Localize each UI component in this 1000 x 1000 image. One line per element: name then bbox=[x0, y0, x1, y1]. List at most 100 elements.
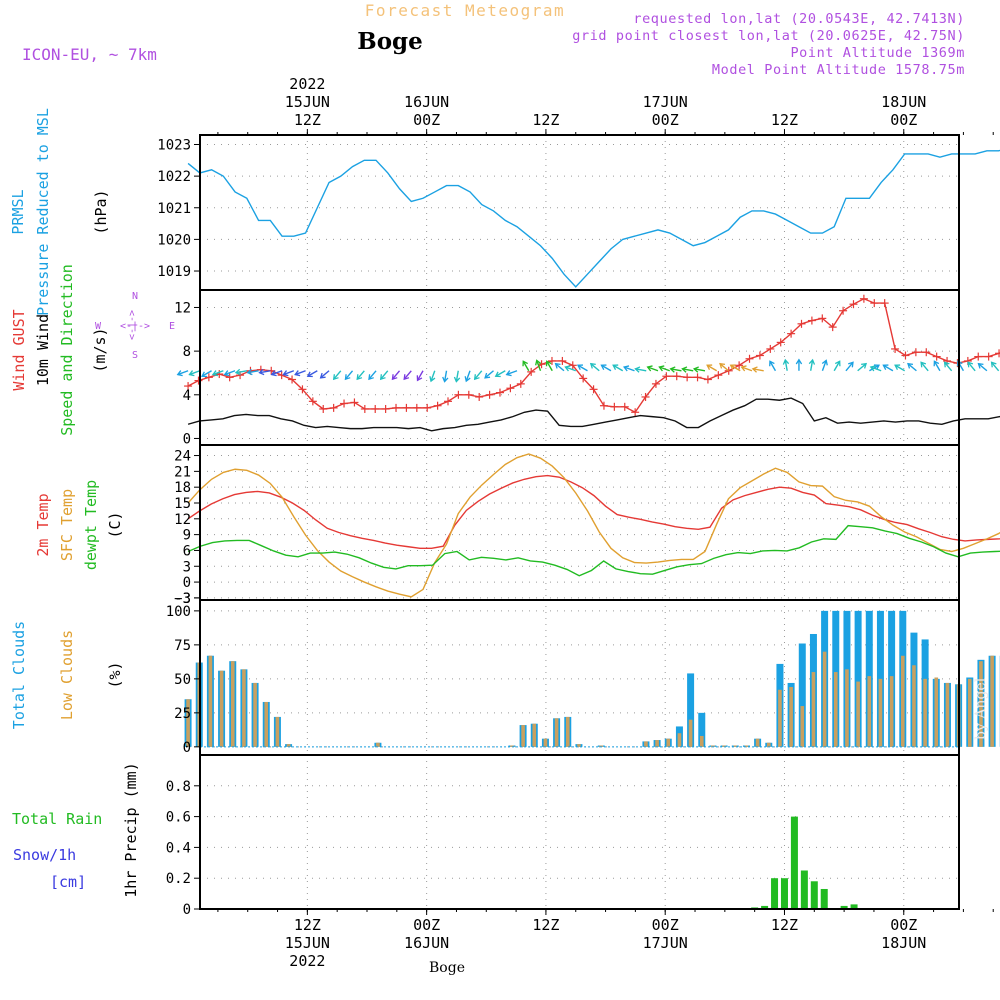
wind-direction-arrow bbox=[368, 370, 377, 380]
y-tick-label: 1023 bbox=[157, 137, 191, 153]
bar-low-clouds bbox=[990, 655, 994, 747]
y-tick-label: 100 bbox=[166, 604, 191, 620]
panel-label: (m/s) bbox=[91, 327, 109, 372]
bar-low-clouds bbox=[208, 655, 213, 747]
bar-low-clouds bbox=[699, 735, 704, 747]
rain-label: Total Rain bbox=[12, 810, 102, 828]
wind-direction-arrow bbox=[443, 370, 448, 382]
wind-direction-arrow bbox=[430, 370, 436, 382]
panel-label: (C) bbox=[106, 511, 124, 538]
wind-arrowhead bbox=[658, 365, 665, 372]
x-tick-label-top: 00Z bbox=[652, 111, 679, 129]
grid-lines bbox=[200, 135, 959, 910]
wind-direction-arrow bbox=[403, 370, 412, 380]
wind-direction-arrow bbox=[682, 368, 694, 372]
y-tick-label: 15 bbox=[174, 496, 191, 512]
bar-low-clouds bbox=[264, 701, 269, 747]
wind-direction-arrow bbox=[484, 370, 494, 379]
bar-low-clouds bbox=[945, 682, 950, 747]
bar-low-clouds bbox=[766, 742, 771, 747]
panel-frame-pressure bbox=[199, 134, 960, 291]
bar-low-clouds bbox=[532, 723, 537, 747]
wind-arrowhead bbox=[522, 360, 528, 367]
wind-direction-arrow bbox=[821, 360, 827, 372]
series-line-10m-wind bbox=[187, 397, 1000, 432]
grid-info-line: requested lon,lat (20.0543E, 42.7413N) bbox=[633, 11, 965, 27]
bar-low-clouds bbox=[242, 669, 246, 747]
wind-compass-icon: N S W E <-|-><-|-> bbox=[95, 291, 175, 361]
wind-arrowhead bbox=[990, 361, 997, 368]
wind-direction-arrow bbox=[259, 370, 271, 374]
compass-n: N bbox=[132, 291, 138, 302]
bar-low-clouds bbox=[833, 672, 838, 747]
wind-arrowhead bbox=[403, 374, 410, 381]
bar-low-clouds bbox=[789, 687, 793, 747]
bar-rain bbox=[850, 904, 858, 909]
bar-low-clouds bbox=[867, 676, 872, 747]
wind-direction-arrow bbox=[933, 360, 941, 372]
panel-label: 2m Temp bbox=[34, 493, 52, 556]
wind-direction-arrow bbox=[845, 361, 854, 372]
wind-direction-arrow bbox=[294, 370, 306, 376]
x-tick-label-bottom: 00Z bbox=[890, 916, 917, 934]
wind-arrowhead bbox=[200, 371, 208, 378]
bar-low-clouds bbox=[967, 678, 972, 747]
y-tick-label: 9 bbox=[183, 528, 191, 544]
x-tick-label-top: 16JUN bbox=[404, 93, 449, 111]
wind-arrowhead bbox=[429, 376, 436, 383]
bar-low-clouds bbox=[376, 742, 380, 747]
compass-s: S bbox=[132, 350, 138, 361]
wind-direction-arrow bbox=[784, 359, 788, 371]
bar-low-clouds bbox=[722, 745, 726, 747]
bar-low-clouds bbox=[219, 670, 224, 747]
wind-direction-arrow bbox=[212, 370, 224, 376]
wind-arrowhead bbox=[848, 361, 854, 368]
wind-direction-arrow bbox=[465, 370, 471, 382]
wind-arrowhead bbox=[907, 362, 914, 369]
x-tick-label-top: 17JUN bbox=[643, 93, 688, 111]
wind-arrowhead bbox=[576, 364, 583, 371]
wind-arrowhead bbox=[494, 371, 501, 378]
wind-direction-arrow bbox=[307, 370, 318, 377]
y-tick-label: 0 bbox=[183, 575, 191, 591]
y-tick-label: 1020 bbox=[157, 232, 191, 248]
bar-low-clouds bbox=[845, 669, 849, 747]
grid-info-line: grid point closest lon,lat (20.0625E, 42… bbox=[572, 28, 965, 44]
watermark: by Angel bbox=[973, 677, 989, 740]
wind-arrowhead bbox=[751, 366, 758, 373]
bar-low-clouds bbox=[510, 745, 514, 747]
wind-arrowhead bbox=[294, 370, 301, 377]
wind-direction-arrow bbox=[474, 370, 483, 380]
bar-low-clouds bbox=[811, 672, 816, 747]
wind-arrowhead bbox=[282, 370, 289, 377]
wind-arrowhead bbox=[211, 370, 219, 377]
wind-direction-arrow bbox=[247, 370, 259, 374]
series-line-dewpt-temp bbox=[187, 524, 1000, 577]
wind-arrowhead bbox=[977, 362, 984, 369]
y-tick-label: 0.4 bbox=[166, 840, 191, 856]
wind-arrowhead bbox=[706, 364, 713, 371]
wind-arrowhead bbox=[692, 366, 699, 373]
wind-direction-arrow bbox=[991, 361, 1000, 372]
wind-arrowhead bbox=[821, 359, 828, 366]
wind-arrowhead bbox=[622, 365, 630, 372]
wind-direction-arrow bbox=[391, 370, 401, 380]
compass-ew-arrow: <-|-> bbox=[120, 321, 150, 332]
bar-low-clouds bbox=[186, 699, 190, 747]
wind-arrowhead bbox=[319, 372, 326, 379]
wind-direction-arrow bbox=[769, 360, 777, 372]
bar-low-clouds bbox=[755, 738, 760, 747]
y-tick-label: 12 bbox=[174, 300, 191, 316]
wind-arrowhead bbox=[306, 371, 313, 378]
wind-arrowhead bbox=[176, 370, 183, 377]
data-marks bbox=[176, 149, 1000, 910]
x-tick-label-bottom: 15JUN bbox=[285, 934, 330, 952]
wind-arrowhead bbox=[943, 361, 950, 368]
panel-label: Total Clouds bbox=[10, 621, 28, 729]
bar-low-clouds bbox=[900, 655, 905, 747]
wind-direction-arrow bbox=[590, 363, 600, 372]
wind-direction-arrow bbox=[907, 363, 917, 372]
wind-arrowhead bbox=[453, 376, 461, 383]
wind-arrowhead bbox=[600, 364, 607, 371]
